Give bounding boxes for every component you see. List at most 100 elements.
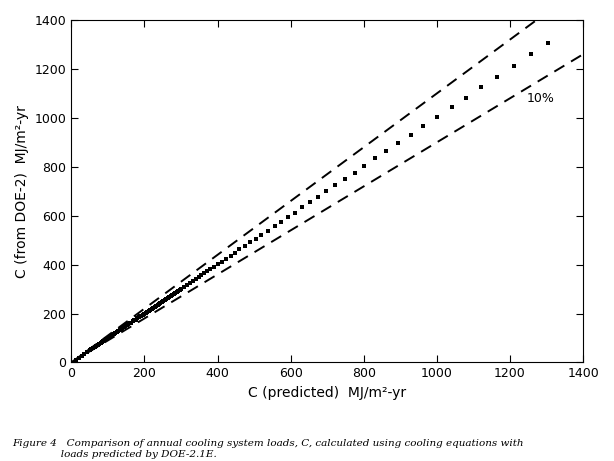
Point — [123, 321, 133, 328]
Point — [350, 169, 360, 177]
Text: 10%: 10% — [526, 92, 554, 105]
Point — [154, 300, 164, 307]
Point — [360, 162, 370, 170]
Point — [116, 325, 126, 333]
Point — [276, 218, 286, 225]
Point — [185, 279, 195, 287]
Point — [134, 314, 144, 321]
Point — [104, 334, 114, 341]
Point — [209, 263, 219, 271]
Y-axis label: C (from DOE-2)  MJ/m²-yr: C (from DOE-2) MJ/m²-yr — [15, 105, 29, 278]
Point — [161, 295, 171, 302]
Point — [155, 299, 165, 307]
Point — [203, 268, 212, 275]
Point — [322, 188, 332, 195]
Point — [212, 260, 222, 268]
Point — [91, 343, 101, 350]
Point — [158, 297, 168, 304]
Point — [188, 278, 198, 285]
Point — [151, 302, 161, 309]
X-axis label: C (predicted)  MJ/m²-yr: C (predicted) MJ/m²-yr — [248, 386, 406, 400]
Point — [109, 331, 119, 338]
Point — [132, 315, 142, 322]
Point — [176, 285, 186, 293]
Point — [71, 356, 80, 363]
Point — [101, 335, 111, 343]
Point — [217, 258, 227, 266]
Point — [393, 140, 403, 147]
Point — [381, 148, 391, 155]
Point — [128, 318, 138, 325]
Point — [476, 83, 486, 91]
Point — [406, 131, 416, 139]
Point — [193, 273, 203, 281]
Point — [111, 330, 120, 337]
Point — [130, 317, 139, 324]
Point — [526, 50, 536, 58]
Point — [97, 338, 107, 346]
Point — [150, 303, 160, 310]
Point — [179, 284, 189, 291]
Point — [107, 331, 117, 339]
Point — [87, 346, 96, 353]
Point — [138, 311, 148, 318]
Point — [174, 286, 184, 294]
Point — [509, 62, 519, 69]
Point — [131, 316, 141, 323]
Point — [419, 123, 429, 130]
Point — [191, 275, 201, 283]
Point — [100, 336, 110, 343]
Point — [371, 155, 381, 162]
Point — [165, 293, 174, 301]
Point — [182, 281, 192, 289]
Point — [90, 343, 100, 350]
Point — [157, 298, 167, 306]
Point — [283, 213, 293, 221]
Point — [103, 334, 113, 342]
Point — [205, 266, 215, 273]
Point — [94, 340, 104, 348]
Point — [306, 199, 316, 206]
Point — [141, 309, 151, 316]
Point — [246, 239, 255, 246]
Point — [148, 304, 158, 311]
Point — [251, 235, 261, 242]
Point — [88, 344, 98, 352]
Text: Figure 4   Comparison of annual cooling system loads, C, calculated using coolin: Figure 4 Comparison of annual cooling sy… — [12, 439, 524, 459]
Point — [153, 301, 163, 308]
Point — [125, 319, 134, 327]
Point — [446, 104, 456, 111]
Point — [240, 242, 250, 250]
Point — [136, 312, 146, 319]
Point — [106, 333, 115, 340]
Point — [226, 252, 236, 259]
Point — [139, 310, 149, 317]
Point — [432, 113, 442, 121]
Point — [85, 347, 95, 354]
Point — [169, 290, 179, 298]
Point — [263, 227, 273, 234]
Point — [93, 342, 103, 349]
Point — [146, 306, 155, 313]
Point — [115, 326, 125, 334]
Point — [117, 325, 127, 332]
Point — [167, 291, 177, 299]
Point — [119, 324, 129, 331]
Point — [172, 288, 182, 296]
Point — [96, 339, 106, 347]
Point — [461, 94, 471, 101]
Point — [142, 308, 152, 315]
Point — [230, 249, 240, 256]
Point — [144, 307, 154, 314]
Point — [330, 182, 340, 189]
Point — [222, 255, 231, 262]
Point — [290, 209, 300, 216]
Point — [74, 354, 84, 361]
Point — [135, 313, 145, 320]
Point — [112, 328, 122, 336]
Point — [79, 350, 89, 358]
Point — [120, 323, 130, 330]
Point — [99, 337, 109, 345]
Point — [77, 352, 87, 360]
Point — [543, 39, 553, 46]
